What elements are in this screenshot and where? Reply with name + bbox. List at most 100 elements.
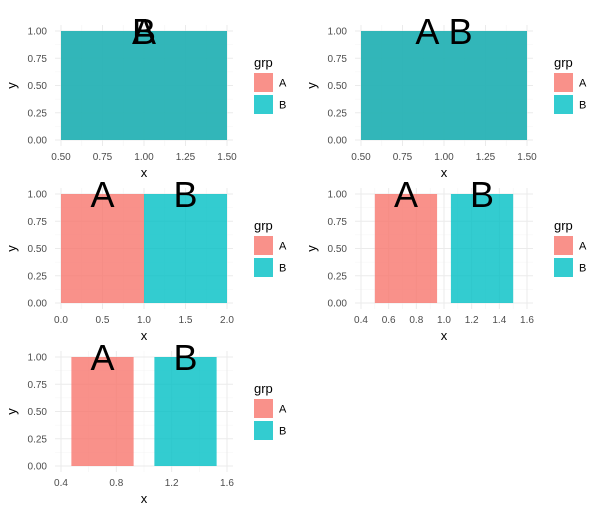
x-axis-title: x xyxy=(141,328,148,343)
y-tick-label: 0.00 xyxy=(328,299,348,310)
x-tick-label: 0.8 xyxy=(109,478,123,489)
y-tick-label: 0.25 xyxy=(328,271,348,282)
legend-label-b: B xyxy=(279,426,286,438)
x-tick-label: 1.2 xyxy=(165,478,179,489)
chart-panel-4: 0.4 0.6 0.8 1.0 1.2 1.4 1.6 0.00 0.25 0.50 0.75 1.0… xyxy=(304,174,587,343)
legend-label-b: B xyxy=(279,263,286,275)
y-axis-title: y xyxy=(4,245,19,252)
bar-a xyxy=(61,194,144,303)
legend-label-a: A xyxy=(279,241,287,253)
legend-key-a xyxy=(254,73,273,92)
x-tick-label: 1.2 xyxy=(465,315,479,326)
x-tick-label: 1.0 xyxy=(437,315,451,326)
legend-label-a: A xyxy=(279,78,287,90)
x-tick-label: 1.6 xyxy=(220,478,234,489)
x-tick-label: 1.25 xyxy=(476,152,496,163)
data-label-b: B xyxy=(449,11,473,52)
y-tick-label: 1.00 xyxy=(28,353,48,364)
x-tick-label: 2.0 xyxy=(220,315,234,326)
legend-key-b xyxy=(254,95,273,114)
x-tick-label: 0.50 xyxy=(351,152,371,163)
y-tick-label: 0.25 xyxy=(28,434,48,445)
x-axis-title: x xyxy=(141,165,148,180)
x-tick-label: 1.50 xyxy=(517,152,537,163)
legend: grp AB xyxy=(254,381,287,440)
legend-label-a: A xyxy=(279,404,287,416)
x-tick-label: 0.6 xyxy=(382,315,396,326)
x-tick-label: 0.4 xyxy=(54,478,68,489)
data-label-a: A xyxy=(132,11,156,52)
y-axis-title: y xyxy=(4,408,19,415)
y-tick-label: 1.00 xyxy=(328,27,348,38)
x-tick-label: 0.5 xyxy=(96,315,110,326)
legend-title: grp xyxy=(254,55,273,70)
legend-key-b xyxy=(554,258,573,277)
legend: grp AB xyxy=(554,218,587,277)
y-tick-label: 0.75 xyxy=(28,380,48,391)
legend-label-b: B xyxy=(579,263,586,275)
y-tick-label: 0.75 xyxy=(328,54,348,65)
y-tick-label: 1.00 xyxy=(28,27,48,38)
x-tick-label: 0.4 xyxy=(354,315,368,326)
data-label-a: A xyxy=(415,11,439,52)
bar-b xyxy=(361,31,527,140)
x-axis-title: x xyxy=(441,328,448,343)
y-tick-label: 0.00 xyxy=(28,299,48,310)
chart-panel-3: 0.0 0.5 1.0 1.5 2.00.000.250.500.751.00 A Bxyg… xyxy=(4,174,287,343)
legend-title: grp xyxy=(554,55,573,70)
legend-key-b xyxy=(254,421,273,440)
y-tick-label: 0.25 xyxy=(28,108,48,119)
data-label-b: B xyxy=(173,337,197,378)
y-tick-label: 1.00 xyxy=(328,190,348,201)
data-label-b: B xyxy=(470,174,494,215)
x-tick-label: 1.00 xyxy=(134,152,154,163)
bar-b xyxy=(450,194,514,303)
legend-key-b xyxy=(554,95,573,114)
x-tick-label: 1.6 xyxy=(520,315,534,326)
legend-title: grp xyxy=(254,218,273,233)
x-tick-label: 0.8 xyxy=(409,315,423,326)
chart-panel-2: 0.50 0.75 1.00 1.25 1.50 0.00 0.25 0.50 0.75 1.00… xyxy=(304,11,587,180)
y-tick-label: 1.00 xyxy=(28,190,48,201)
legend-label-b: B xyxy=(279,100,286,112)
y-tick-label: 0.25 xyxy=(28,271,48,282)
legend-key-a xyxy=(254,399,273,418)
y-tick-label: 0.25 xyxy=(328,108,348,119)
x-tick-label: 1.4 xyxy=(492,315,506,326)
bar-b xyxy=(61,31,227,140)
legend-label-a: A xyxy=(579,241,587,253)
data-label-a: A xyxy=(394,174,418,215)
x-tick-label: 1.50 xyxy=(217,152,237,163)
y-tick-label: 0.75 xyxy=(328,217,348,228)
x-tick-label: 1.25 xyxy=(176,152,196,163)
y-tick-label: 0.50 xyxy=(28,244,48,255)
y-tick-label: 0.00 xyxy=(28,462,48,473)
x-tick-label: 0.75 xyxy=(393,152,413,163)
legend-title: grp xyxy=(254,381,273,396)
legend-key-a xyxy=(254,236,273,255)
x-tick-label: 1.5 xyxy=(179,315,193,326)
x-axis-title: x xyxy=(441,165,448,180)
legend-key-a xyxy=(554,236,573,255)
bar-a xyxy=(71,357,134,466)
y-tick-label: 0.50 xyxy=(28,81,48,92)
data-label-b: B xyxy=(173,174,197,215)
data-label-a: A xyxy=(90,337,114,378)
bar-b xyxy=(144,194,227,303)
legend-title: grp xyxy=(554,218,573,233)
x-tick-label: 0.75 xyxy=(93,152,113,163)
y-tick-label: 0.75 xyxy=(28,217,48,228)
y-tick-label: 0.50 xyxy=(328,244,348,255)
y-axis-title: y xyxy=(304,82,319,89)
legend-key-a xyxy=(554,73,573,92)
legend: grp AB xyxy=(254,218,287,277)
legend-key-b xyxy=(254,258,273,277)
y-tick-label: 0.00 xyxy=(28,136,48,147)
chart-panel-1: 0.50 0.75 1.00 1.25 1.50 0.00 0.25 0.50 0.75 1.00… xyxy=(4,11,287,180)
y-axis-title: y xyxy=(4,82,19,89)
data-label-a: A xyxy=(90,174,114,215)
legend-label-b: B xyxy=(579,100,586,112)
legend: grp AB xyxy=(554,55,587,114)
y-tick-label: 0.75 xyxy=(28,54,48,65)
